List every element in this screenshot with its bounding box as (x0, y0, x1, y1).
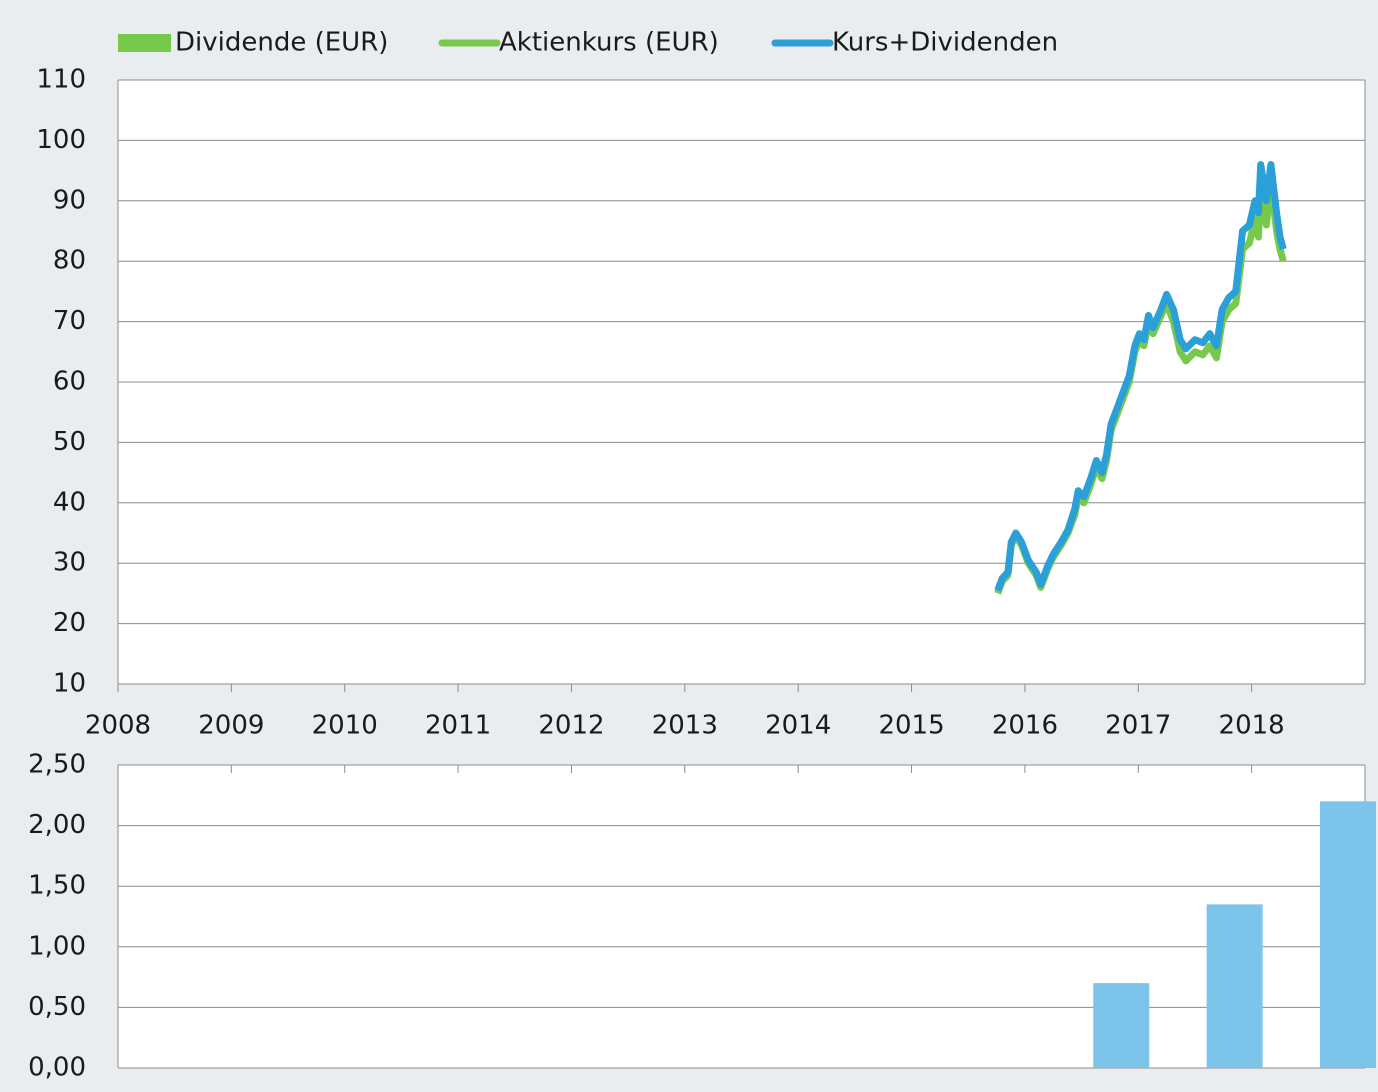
y-tick-label: 40 (53, 487, 86, 517)
x-tick-label: 2017 (1105, 711, 1171, 741)
x-tick-label: 2018 (1219, 711, 1285, 741)
line-series (994, 161, 1287, 592)
bar (1206, 904, 1263, 1068)
y-tick-label: 2,50 (28, 750, 86, 780)
x-tick-label: 2010 (312, 711, 378, 741)
legend-swatch (118, 34, 171, 52)
x-tick-label: 2014 (765, 711, 831, 741)
y-tick-label: 100 (36, 125, 86, 155)
y-tick-label: 1,50 (28, 871, 86, 901)
y-tick-label: 1,00 (28, 931, 86, 961)
x-tick-label: 2013 (652, 711, 718, 741)
plot-area (118, 765, 1365, 1068)
y-tick-label: 30 (53, 548, 86, 578)
legend-label: Dividende (EUR) (175, 28, 388, 58)
y-tick-label: 10 (53, 669, 86, 699)
y-tick-label: 50 (53, 427, 86, 457)
y-tick-label: 110 (36, 65, 86, 95)
legend-label: Aktienkurs (EUR) (499, 28, 719, 58)
y-tick-label: 60 (53, 367, 86, 397)
y-tick-label: 0,00 (28, 1053, 86, 1083)
x-tick-label: 2009 (198, 711, 264, 741)
legend-label: Kurs+Dividenden (832, 28, 1058, 58)
x-tick-label: 2016 (992, 711, 1058, 741)
x-tick-label: 2015 (878, 711, 944, 741)
y-tick-label: 90 (53, 185, 86, 215)
y-tick-label: 0,50 (28, 992, 86, 1022)
y-tick-label: 70 (53, 306, 86, 336)
x-tick-label: 2012 (538, 711, 604, 741)
y-tick-label: 20 (53, 608, 86, 638)
y-tick-label: 2,00 (28, 810, 86, 840)
x-tick-label: 2008 (85, 711, 151, 741)
bar (1319, 801, 1376, 1068)
y-tick-label: 80 (53, 246, 86, 276)
x-tick-label: 2011 (425, 711, 491, 741)
bar (1093, 983, 1150, 1068)
